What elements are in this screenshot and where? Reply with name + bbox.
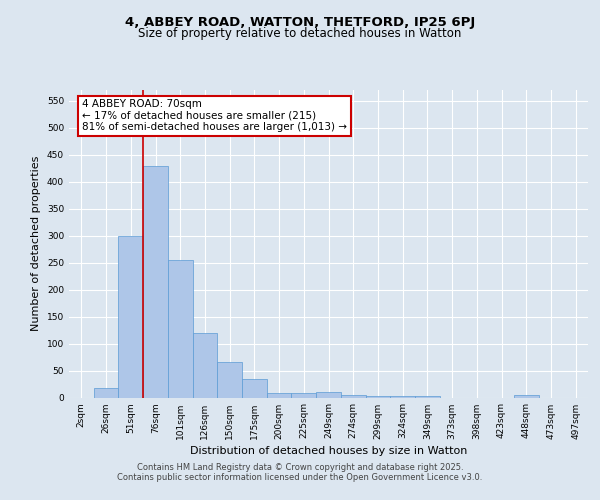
Bar	[217, 362, 242, 398]
Text: 4 ABBEY ROAD: 70sqm
← 17% of detached houses are smaller (215)
81% of semi-detac: 4 ABBEY ROAD: 70sqm ← 17% of detached ho…	[82, 99, 347, 132]
Bar	[118, 236, 143, 398]
Bar	[365, 396, 390, 398]
Bar	[415, 396, 440, 398]
Bar	[143, 166, 168, 398]
Bar	[168, 260, 193, 398]
Text: 4, ABBEY ROAD, WATTON, THETFORD, IP25 6PJ: 4, ABBEY ROAD, WATTON, THETFORD, IP25 6P…	[125, 16, 475, 29]
Bar	[341, 395, 365, 398]
Text: Contains HM Land Registry data © Crown copyright and database right 2025.: Contains HM Land Registry data © Crown c…	[137, 462, 463, 471]
Bar	[390, 396, 415, 398]
Bar	[94, 388, 118, 398]
Bar	[292, 393, 316, 398]
Bar	[316, 392, 341, 398]
Bar	[242, 378, 267, 398]
Y-axis label: Number of detached properties: Number of detached properties	[31, 156, 41, 332]
Text: Contains public sector information licensed under the Open Government Licence v3: Contains public sector information licen…	[118, 472, 482, 482]
X-axis label: Distribution of detached houses by size in Watton: Distribution of detached houses by size …	[190, 446, 467, 456]
Text: Size of property relative to detached houses in Watton: Size of property relative to detached ho…	[139, 28, 461, 40]
Bar	[514, 395, 539, 398]
Bar	[193, 333, 217, 398]
Bar	[267, 393, 292, 398]
